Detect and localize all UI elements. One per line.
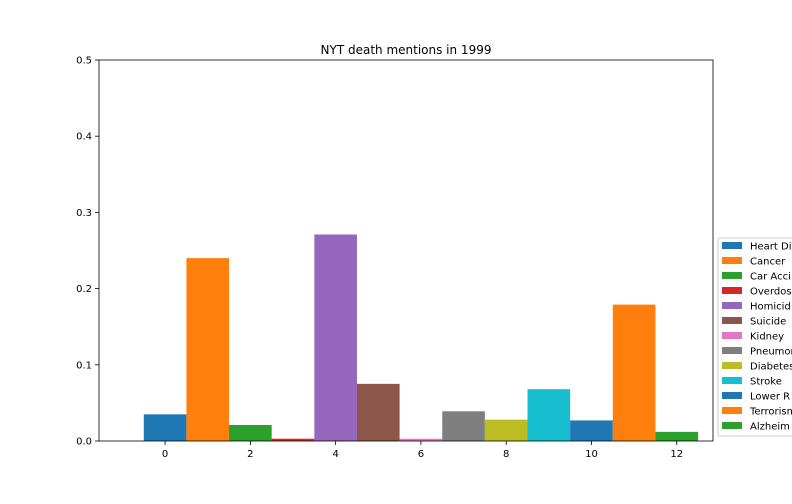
legend-swatch-10 bbox=[722, 392, 742, 399]
legend-label-12: Alzheim bbox=[750, 422, 790, 433]
legend-label-7: Pneumon bbox=[750, 347, 792, 358]
legend-swatch-1 bbox=[722, 257, 742, 264]
x-axis: 0 2 4 6 8 10 12 bbox=[162, 441, 683, 460]
legend-swatch-7 bbox=[722, 347, 742, 354]
legend-swatch-12 bbox=[722, 422, 742, 429]
chart-title: NYT death mentions in 1999 bbox=[321, 43, 492, 57]
x-tick-label-3: 6 bbox=[418, 449, 424, 460]
legend-label-8: Diabetes bbox=[750, 362, 792, 373]
y-axis: 0.0 0.1 0.2 0.3 0.4 0.5 bbox=[76, 56, 99, 448]
y-tick-label-1: 0.1 bbox=[76, 360, 92, 371]
legend-label-2: Car Acci bbox=[750, 272, 791, 283]
legend-swatch-9 bbox=[722, 377, 742, 384]
legend-swatch-2 bbox=[722, 272, 742, 279]
bar-2 bbox=[229, 424, 272, 441]
bar-0 bbox=[143, 414, 187, 441]
legend-label-9: Stroke bbox=[750, 377, 782, 388]
x-tick-label-1: 2 bbox=[247, 449, 253, 460]
bars bbox=[143, 234, 699, 441]
legend-label-3: Overdose bbox=[750, 287, 792, 298]
y-tick-label-3: 0.3 bbox=[76, 208, 92, 219]
x-tick-label-2: 4 bbox=[332, 449, 338, 460]
y-tick-label-4: 0.4 bbox=[76, 132, 92, 143]
bar-10 bbox=[570, 420, 613, 441]
legend-swatch-4 bbox=[722, 302, 742, 309]
legend-label-0: Heart Di bbox=[750, 242, 792, 253]
legend-label-6: Kidney bbox=[750, 332, 784, 343]
x-tick-label-4: 8 bbox=[503, 449, 509, 460]
bar-1 bbox=[186, 258, 230, 441]
x-tick-label-5: 10 bbox=[585, 449, 598, 460]
legend-label-5: Suicide bbox=[750, 317, 786, 328]
y-tick-label-2: 0.2 bbox=[76, 284, 92, 295]
y-tick-label-0: 0.0 bbox=[76, 437, 92, 448]
x-tick-label-6: 12 bbox=[670, 449, 683, 460]
bar-7 bbox=[442, 411, 485, 441]
bar-6 bbox=[399, 438, 443, 441]
legend-swatch-5 bbox=[722, 317, 742, 324]
bar-3 bbox=[271, 438, 315, 441]
bar-9 bbox=[527, 389, 571, 441]
legend-swatch-0 bbox=[722, 242, 742, 249]
legend-swatch-6 bbox=[722, 332, 742, 339]
legend: Heart Di Cancer Car Acci Overdose Homicid Sui… bbox=[717, 237, 792, 437]
x-tick-label-0: 0 bbox=[162, 449, 168, 460]
legend-swatch-3 bbox=[722, 287, 742, 294]
bar-5 bbox=[356, 383, 400, 441]
legend-label-11: Terrorism bbox=[749, 407, 792, 418]
bar-8 bbox=[484, 419, 528, 441]
bar-11 bbox=[612, 304, 656, 441]
legend-label-4: Homicid bbox=[750, 302, 791, 313]
bar-4 bbox=[314, 234, 357, 441]
legend-label-1: Cancer bbox=[750, 257, 786, 268]
legend-swatch-11 bbox=[722, 407, 742, 414]
bar-12 bbox=[655, 431, 699, 441]
y-tick-label-5: 0.5 bbox=[76, 56, 92, 67]
plot-frame bbox=[98, 59, 714, 442]
legend-swatch-8 bbox=[722, 362, 742, 369]
legend-label-10: Lower R bbox=[750, 392, 790, 403]
